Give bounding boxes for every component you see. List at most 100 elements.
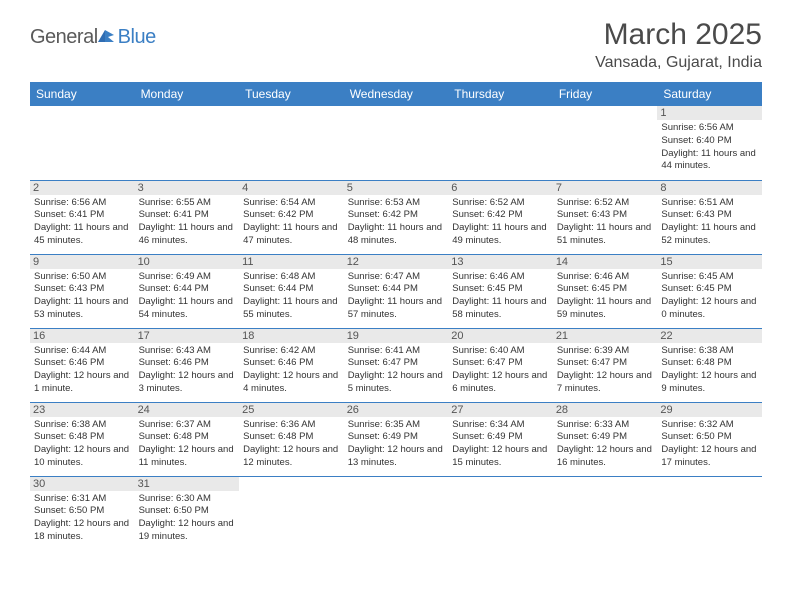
calendar-week-row: 9Sunrise: 6:50 AMSunset: 6:43 PMDaylight… [30, 254, 762, 328]
calendar-day-cell: 8 Sunrise: 6:51 AMSunset: 6:43 PMDaylight… [657, 180, 762, 254]
sunset-text: Sunset: 6:49 PM [348, 431, 445, 444]
daylight-text: Daylight: 12 hours and 17 minutes. [661, 444, 758, 470]
calendar-day-cell: 9Sunrise: 6:50 AMSunset: 6:43 PMDaylight… [30, 254, 135, 328]
calendar-day-cell: 27Sunrise: 6:34 AMSunset: 6:49 PMDayligh… [448, 402, 553, 476]
daylight-text: Daylight: 12 hours and 1 minute. [34, 370, 131, 396]
daylight-text: Daylight: 12 hours and 11 minutes. [139, 444, 236, 470]
sunset-text: Sunset: 6:40 PM [661, 135, 758, 148]
weekday-header: Tuesday [239, 82, 344, 106]
sunset-text: Sunset: 6:42 PM [452, 209, 549, 222]
weekday-header: Monday [135, 82, 240, 106]
day-details: Sunrise: 6:38 AMSunset: 6:48 PMDaylight:… [34, 419, 131, 470]
sunrise-text: Sunrise: 6:50 AM [34, 271, 131, 284]
sunrise-text: Sunrise: 6:46 AM [452, 271, 549, 284]
sunrise-text: Sunrise: 6:46 AM [557, 271, 654, 284]
daylight-text: Daylight: 11 hours and 45 minutes. [34, 222, 131, 248]
calendar-day-cell: 11Sunrise: 6:48 AMSunset: 6:44 PMDayligh… [239, 254, 344, 328]
day-details: Sunrise: 6:34 AMSunset: 6:49 PMDaylight:… [452, 419, 549, 470]
day-number: 11 [239, 255, 344, 269]
day-number: 29 [657, 403, 762, 417]
sunrise-text: Sunrise: 6:51 AM [661, 197, 758, 210]
calendar-day-cell: 6Sunrise: 6:52 AMSunset: 6:42 PMDaylight… [448, 180, 553, 254]
day-details: Sunrise: 6:54 AMSunset: 6:42 PMDaylight:… [243, 197, 340, 248]
daylight-text: Daylight: 12 hours and 12 minutes. [243, 444, 340, 470]
sunrise-text: Sunrise: 6:44 AM [34, 345, 131, 358]
sunrise-text: Sunrise: 6:38 AM [661, 345, 758, 358]
daylight-text: Daylight: 12 hours and 4 minutes. [243, 370, 340, 396]
day-details: Sunrise: 6:52 AMSunset: 6:43 PMDaylight:… [557, 197, 654, 248]
calendar-week-row: ......1Sunrise: 6:56 AMSunset: 6:40 PMDa… [30, 106, 762, 180]
calendar-day-cell: 30 Sunrise: 6:31 AMSunset: 6:50 PMDayligh… [30, 476, 135, 550]
calendar-day-cell: 7 Sunrise: 6:52 AMSunset: 6:43 PMDaylight… [553, 180, 658, 254]
day-details: Sunrise: 6:38 AMSunset: 6:48 PMDaylight:… [661, 345, 758, 396]
day-details: Sunrise: 6:45 AMSunset: 6:45 PMDaylight:… [661, 271, 758, 322]
sunrise-text: Sunrise: 6:52 AM [557, 197, 654, 210]
calendar-day-cell: 31Sunrise: 6:30 AMSunset: 6:50 PMDayligh… [135, 476, 240, 550]
sunset-text: Sunset: 6:49 PM [452, 431, 549, 444]
calendar-day-cell: 21Sunrise: 6:39 AMSunset: 6:47 PMDayligh… [553, 328, 658, 402]
weekday-header: Saturday [657, 82, 762, 106]
calendar-day-cell: 3Sunrise: 6:55 AMSunset: 6:41 PMDaylight… [135, 180, 240, 254]
title-block: March 2025 Vansada, Gujarat, India [595, 18, 762, 72]
day-number: 23 [30, 403, 135, 417]
calendar-day-cell: 22Sunrise: 6:38 AMSunset: 6:48 PMDayligh… [657, 328, 762, 402]
day-details: Sunrise: 6:41 AMSunset: 6:47 PMDaylight:… [348, 345, 445, 396]
sunset-text: Sunset: 6:43 PM [34, 283, 131, 296]
location-text: Vansada, Gujarat, India [595, 54, 762, 72]
sunset-text: Sunset: 6:46 PM [243, 357, 340, 370]
day-number: 2 [30, 181, 135, 195]
sunrise-text: Sunrise: 6:45 AM [661, 271, 758, 284]
daylight-text: Daylight: 11 hours and 53 minutes. [34, 296, 131, 322]
day-details: Sunrise: 6:35 AMSunset: 6:49 PMDaylight:… [348, 419, 445, 470]
day-details: Sunrise: 6:50 AMSunset: 6:43 PMDaylight:… [34, 271, 131, 322]
calendar-day-cell: 18Sunrise: 6:42 AMSunset: 6:46 PMDayligh… [239, 328, 344, 402]
day-details: Sunrise: 6:31 AMSunset: 6:50 PMDaylight:… [34, 493, 131, 544]
daylight-text: Daylight: 12 hours and 18 minutes. [34, 518, 131, 544]
day-details: Sunrise: 6:44 AMSunset: 6:46 PMDaylight:… [34, 345, 131, 396]
daylight-text: Daylight: 11 hours and 51 minutes. [557, 222, 654, 248]
daylight-text: Daylight: 12 hours and 13 minutes. [348, 444, 445, 470]
day-number: 7 [553, 181, 658, 195]
day-number: 30 [30, 477, 135, 491]
sunrise-text: Sunrise: 6:37 AM [139, 419, 236, 432]
sunrise-text: Sunrise: 6:48 AM [243, 271, 340, 284]
sunset-text: Sunset: 6:42 PM [243, 209, 340, 222]
day-number: 25 [239, 403, 344, 417]
calendar-day-cell: 14Sunrise: 6:46 AMSunset: 6:45 PMDayligh… [553, 254, 658, 328]
day-number: 31 [135, 477, 240, 491]
flag-icon [98, 28, 116, 42]
calendar-day-cell: . [657, 476, 762, 550]
calendar-header-row: SundayMondayTuesdayWednesdayThursdayFrid… [30, 82, 762, 106]
calendar-week-row: 30 Sunrise: 6:31 AMSunset: 6:50 PMDayligh… [30, 476, 762, 550]
sunrise-text: Sunrise: 6:56 AM [661, 122, 758, 135]
sunset-text: Sunset: 6:48 PM [139, 431, 236, 444]
day-details: Sunrise: 6:56 AMSunset: 6:40 PMDaylight:… [661, 122, 758, 173]
day-number: 10 [135, 255, 240, 269]
day-details: Sunrise: 6:33 AMSunset: 6:49 PMDaylight:… [557, 419, 654, 470]
month-title: March 2025 [595, 18, 762, 52]
sunset-text: Sunset: 6:43 PM [661, 209, 758, 222]
sunset-text: Sunset: 6:41 PM [139, 209, 236, 222]
daylight-text: Daylight: 12 hours and 16 minutes. [557, 444, 654, 470]
sunrise-text: Sunrise: 6:33 AM [557, 419, 654, 432]
day-number: 18 [239, 329, 344, 343]
calendar-day-cell: . [344, 476, 449, 550]
sunset-text: Sunset: 6:50 PM [139, 505, 236, 518]
calendar-day-cell: 2Sunrise: 6:56 AMSunset: 6:41 PMDaylight… [30, 180, 135, 254]
sunset-text: Sunset: 6:48 PM [243, 431, 340, 444]
day-number: 16 [30, 329, 135, 343]
daylight-text: Daylight: 11 hours and 55 minutes. [243, 296, 340, 322]
day-number: 8 [657, 181, 762, 195]
daylight-text: Daylight: 12 hours and 9 minutes. [661, 370, 758, 396]
calendar-day-cell: 15Sunrise: 6:45 AMSunset: 6:45 PMDayligh… [657, 254, 762, 328]
day-details: Sunrise: 6:53 AMSunset: 6:42 PMDaylight:… [348, 197, 445, 248]
daylight-text: Daylight: 11 hours and 59 minutes. [557, 296, 654, 322]
sunrise-text: Sunrise: 6:35 AM [348, 419, 445, 432]
sunrise-text: Sunrise: 6:55 AM [139, 197, 236, 210]
calendar-day-cell: 23 Sunrise: 6:38 AMSunset: 6:48 PMDayligh… [30, 402, 135, 476]
sunset-text: Sunset: 6:44 PM [139, 283, 236, 296]
daylight-text: Daylight: 11 hours and 52 minutes. [661, 222, 758, 248]
daylight-text: Daylight: 11 hours and 44 minutes. [661, 148, 758, 174]
day-number: 21 [553, 329, 658, 343]
sunrise-text: Sunrise: 6:30 AM [139, 493, 236, 506]
